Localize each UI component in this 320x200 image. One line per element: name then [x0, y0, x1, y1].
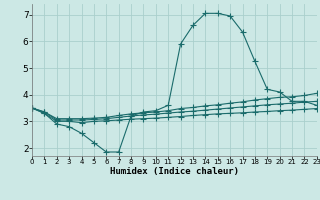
- X-axis label: Humidex (Indice chaleur): Humidex (Indice chaleur): [110, 167, 239, 176]
